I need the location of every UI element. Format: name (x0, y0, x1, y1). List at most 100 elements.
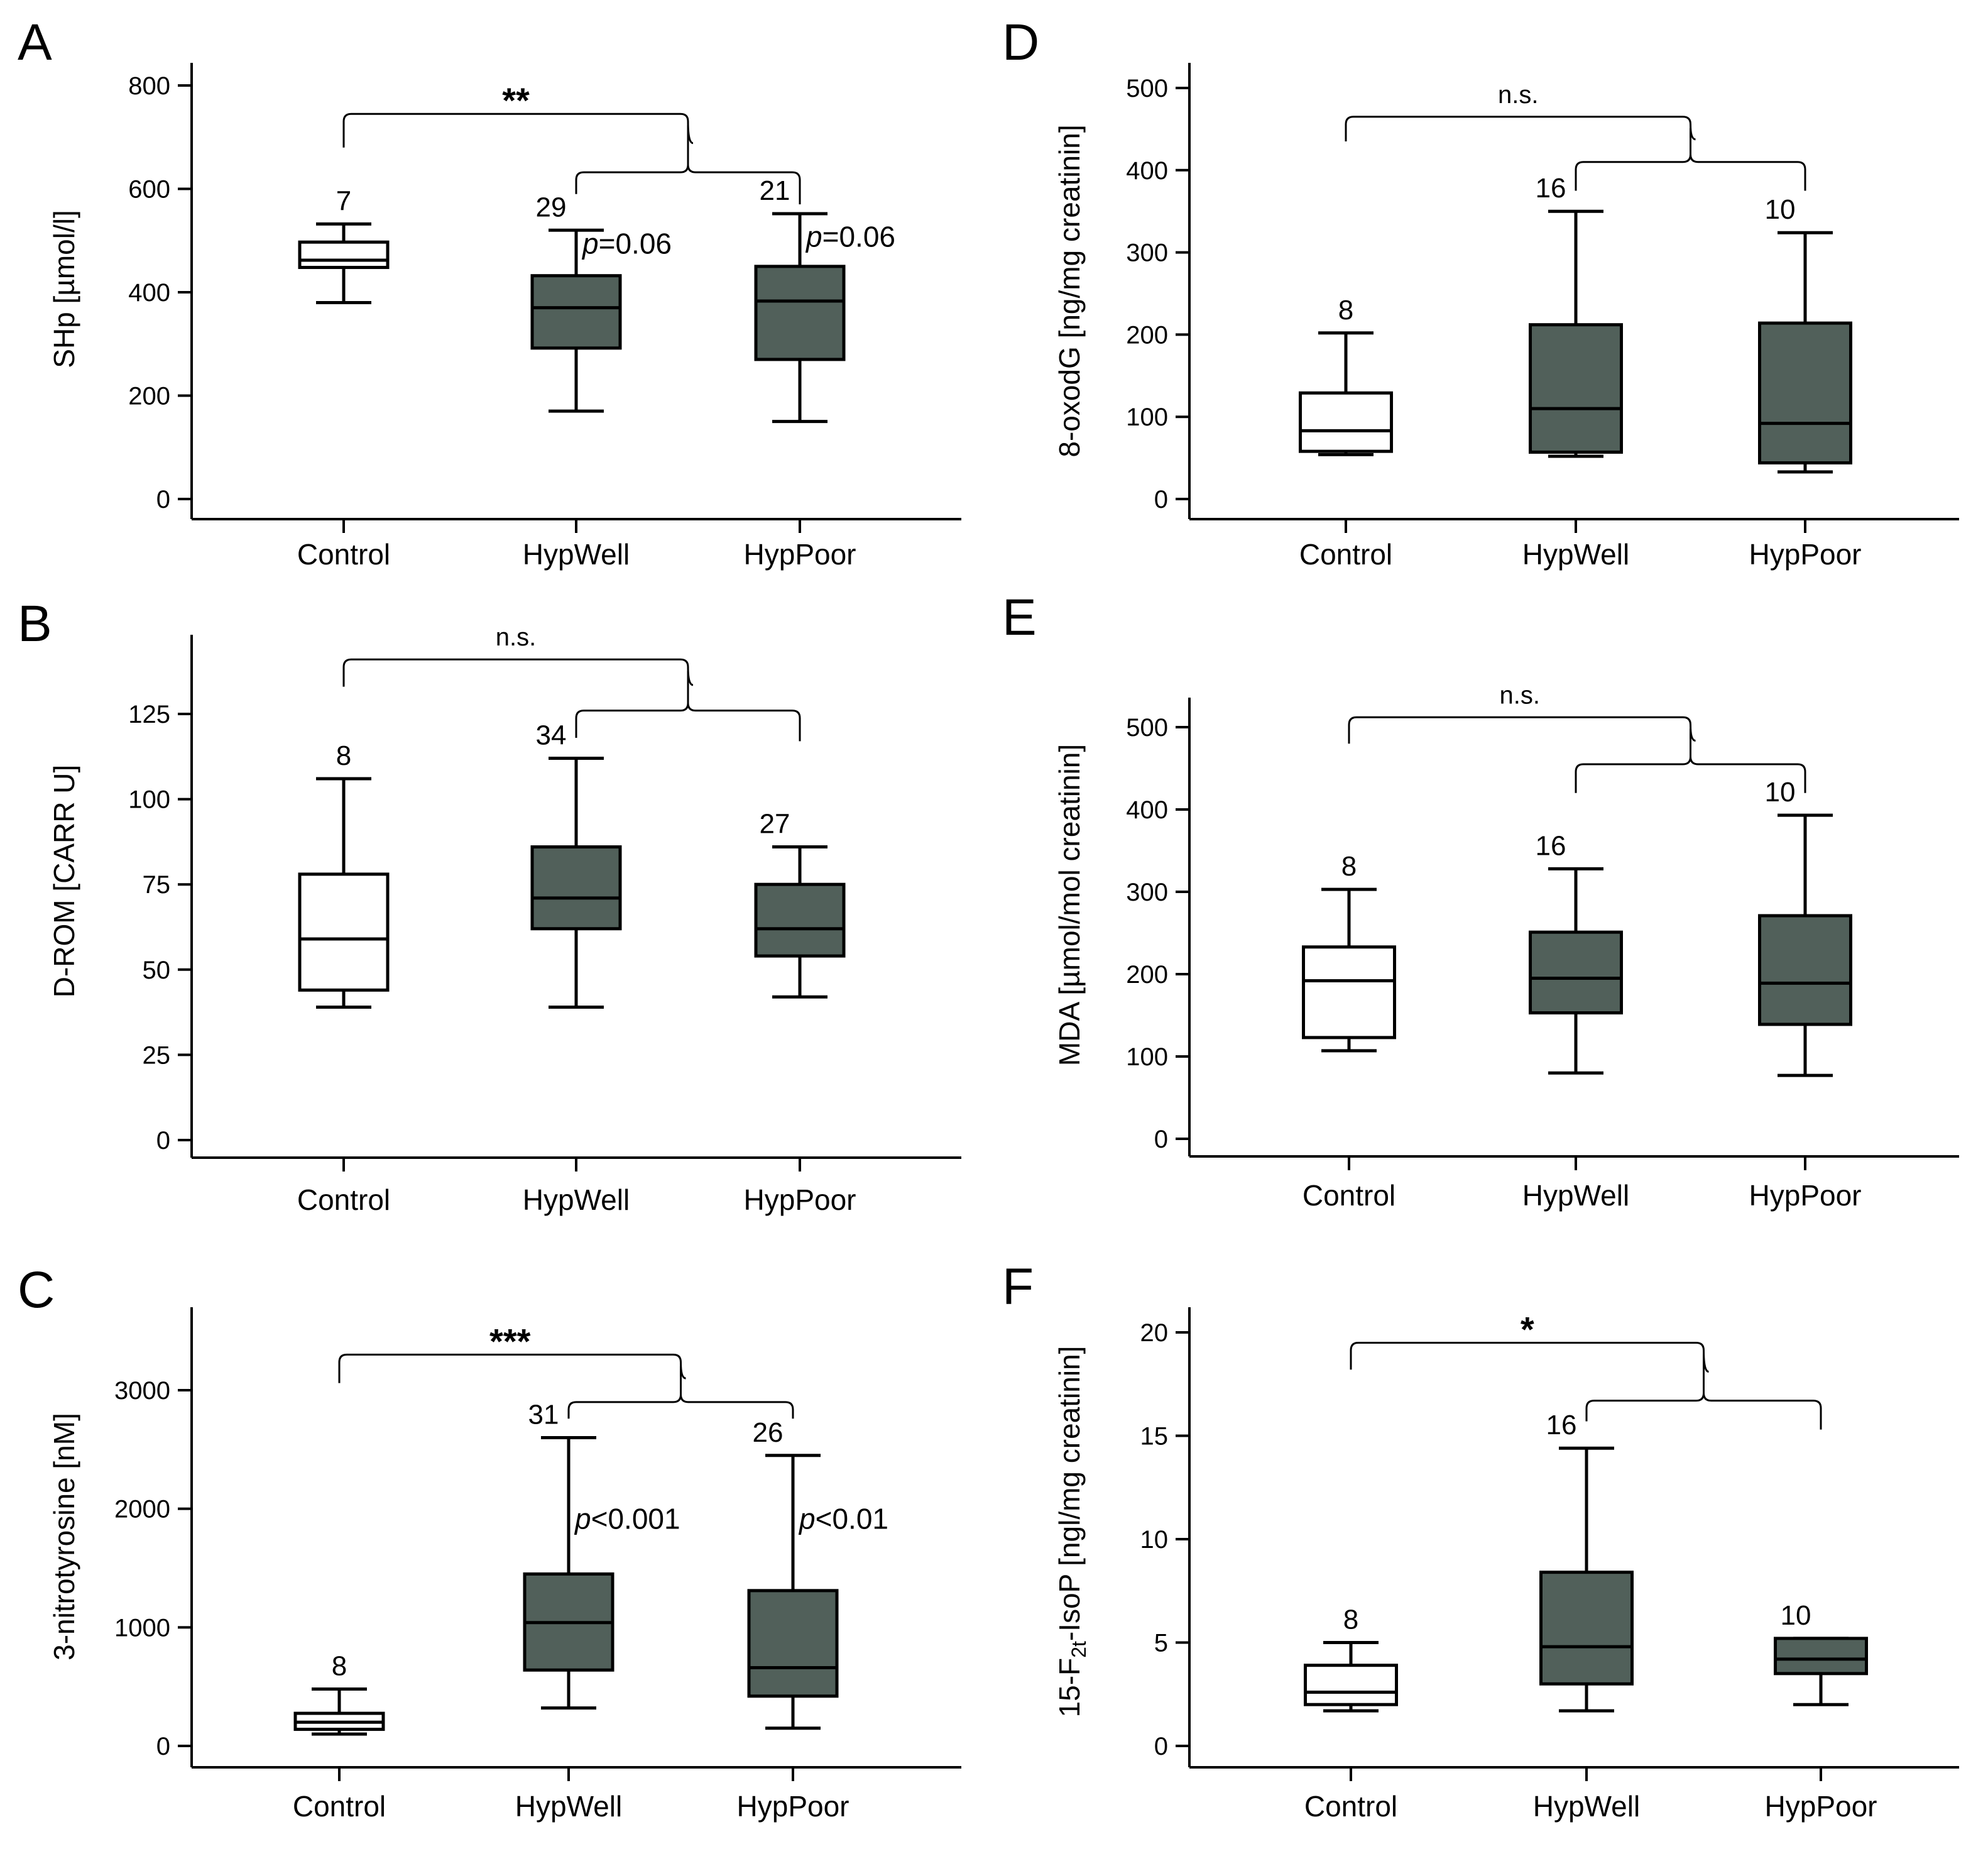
significance-bracket: n.s. (342, 623, 801, 742)
significance-label: n.s. (1498, 81, 1538, 109)
inner-bracket (1575, 728, 1806, 793)
x-tick-label: HypWell (1533, 1790, 1640, 1823)
chart-panel-d: D 0 100 200 300 400 500 8-oxodG [ng/mg creatini… (1002, 14, 1959, 571)
outer-bracket (338, 1353, 686, 1383)
y-tick-label: 50 (143, 957, 171, 984)
y-axis-label: 3-nitrotyrosine [nM] (48, 1413, 80, 1660)
y-tick-label: 2000 (114, 1496, 170, 1523)
y-tick-label: 10 (1140, 1526, 1169, 1554)
y-tick-label: 0 (1154, 1126, 1168, 1153)
inner-bracket (575, 125, 801, 205)
p-value-label: p=0.06 (581, 227, 672, 260)
significance-label: *** (489, 1321, 531, 1361)
outer-bracket (1348, 716, 1696, 744)
y-tick-label: 400 (1126, 796, 1168, 824)
y-tick-label: 400 (1126, 157, 1168, 185)
x-tick-label: HypPoor (737, 1790, 849, 1823)
y-tick-label: 100 (128, 786, 170, 814)
n-label: 8 (332, 1650, 347, 1681)
panel-label: D (1002, 14, 1039, 71)
y-tick-label: 25 (143, 1041, 171, 1069)
inner-bracket (1585, 1354, 1822, 1430)
n-label: 26 (753, 1417, 784, 1448)
p-value-label: p<0.001 (574, 1503, 680, 1535)
y-tick-label: 500 (1126, 75, 1168, 102)
box-iqr (298, 240, 390, 270)
y-tick-label: 400 (128, 279, 170, 307)
y-tick-label: 0 (156, 1127, 170, 1155)
significance-bracket: ** (342, 80, 801, 205)
y-tick-label: 200 (1126, 961, 1168, 989)
significance-label: n.s. (1500, 681, 1540, 709)
box-hypwell: 34 (530, 720, 622, 1009)
y-axis-label: D-ROM [CARR U] (48, 765, 80, 998)
box-hyppoor: 10 (1758, 194, 1852, 474)
box-hyppoor: 21 (754, 175, 846, 424)
n-label: 8 (1338, 295, 1353, 326)
n-label: 10 (1781, 1600, 1811, 1631)
n-label: 10 (1765, 194, 1796, 225)
x-tick-label: HypPoor (1749, 538, 1862, 571)
outer-bracket (342, 658, 694, 687)
significance-bracket: *** (338, 1321, 794, 1419)
y-tick-label: 15 (1140, 1423, 1169, 1451)
y-tick-label: 0 (156, 1733, 170, 1760)
x-tick-label: HypPoor (744, 538, 856, 571)
chart-panel-c: C 0 1000 2000 3000 3-nitrotyrosine [nM] Contro… (18, 1261, 961, 1823)
box-iqr (747, 1589, 839, 1698)
box-control: 8 (1302, 851, 1396, 1053)
box-control: 8 (293, 1650, 385, 1736)
n-label: 8 (1343, 1605, 1358, 1635)
y-tick-label: 20 (1140, 1319, 1169, 1347)
box-iqr (530, 274, 622, 350)
panel-label: C (18, 1261, 55, 1319)
significance-bracket: n.s. (1348, 681, 1806, 793)
box-iqr (1302, 945, 1396, 1040)
outer-bracket (1350, 1341, 1709, 1373)
box-hyppoor: 26 (747, 1417, 839, 1730)
box-hypwell: 16 (1529, 830, 1623, 1075)
p-value-label: p<0.01 (798, 1503, 888, 1535)
chart-panel-a: A 0 200 400 600 800 SHp [µmol/l] Control HypWell… (18, 14, 961, 571)
y-tick-label: 0 (1154, 1733, 1168, 1760)
box-iqr (1539, 1571, 1634, 1686)
panel-label: A (18, 14, 52, 71)
box-control: 8 (1304, 1605, 1398, 1713)
y-tick-label: 300 (1126, 879, 1168, 906)
inner-bracket (1575, 128, 1806, 191)
box-iqr (1774, 1637, 1868, 1676)
x-tick-label: HypWell (523, 538, 630, 571)
p-value-label: p=0.06 (805, 221, 895, 253)
x-tick-label: Control (1304, 1790, 1397, 1823)
x-tick-label: HypWell (1522, 1179, 1629, 1212)
y-tick-label: 1000 (114, 1614, 170, 1642)
panel-label: B (18, 595, 52, 652)
y-tick-label: 75 (143, 871, 171, 899)
y-tick-label: 100 (1126, 403, 1168, 431)
n-label: 16 (1536, 830, 1566, 861)
box-iqr (754, 882, 846, 958)
n-label: 27 (760, 809, 790, 840)
box-iqr (1299, 391, 1393, 453)
significance-bracket: n.s. (1345, 81, 1806, 191)
significance-label: n.s. (496, 623, 536, 651)
inner-bracket (567, 1366, 794, 1419)
box-iqr (754, 265, 846, 361)
x-tick-label: HypWell (523, 1183, 630, 1216)
x-tick-label: Control (1303, 1179, 1395, 1212)
box-control: 8 (1299, 295, 1393, 456)
n-label: 7 (336, 185, 351, 216)
y-tick-label: 300 (1126, 239, 1168, 267)
n-label: 16 (1536, 173, 1566, 204)
n-label: 34 (536, 720, 567, 751)
n-label: 21 (760, 175, 790, 206)
box-iqr (298, 872, 390, 992)
n-label: 29 (536, 192, 567, 222)
x-tick-label: Control (297, 1183, 390, 1216)
box-iqr (1529, 323, 1623, 454)
box-hyppoor: 10 (1774, 1600, 1868, 1706)
y-tick-label: 125 (128, 701, 170, 728)
box-hypwell: 16 (1539, 1410, 1634, 1713)
outer-bracket (1345, 116, 1696, 142)
